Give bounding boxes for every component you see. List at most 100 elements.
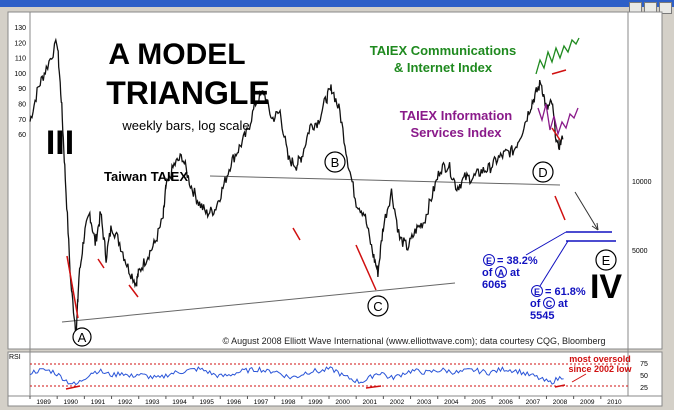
chart-title-2: TRIANGLE [106,75,270,111]
triangle-upper-line [209,175,561,186]
annotation-1-circle: E [486,256,492,266]
annotation-1-of: of [482,267,493,279]
wave-label-d-text: D [538,165,547,180]
annotation-1-circle2: A [498,268,505,278]
left-tick-130: 130 [14,25,26,32]
red-segment-wave-c [355,244,377,291]
wave-label-b: B [324,151,346,173]
inset-comm-line2: & Internet Index [394,60,493,75]
rsi-red-mark-2 [365,385,382,389]
oversold-note-1: most oversold [569,354,631,364]
x-tick-2000: 2000 [335,399,350,406]
x-tick-1996: 1996 [227,399,242,406]
x-tick-1998: 1998 [281,399,296,406]
inset-info-highlight [551,127,561,141]
inset-info-line2: Services Index [410,125,502,140]
right-tick-5000: 5000 [632,248,648,255]
annotation-2-of: of [530,298,541,310]
left-tick-60: 60 [18,132,26,139]
price-series-line [29,37,564,340]
left-axis-ticks: 130 120 110 100 90 80 70 60 [14,25,26,139]
projection-line [574,191,599,231]
chart-title: A MODEL [108,38,245,71]
left-tick-120: 120 [14,40,26,47]
rsi-label: RSI [9,354,21,361]
inset-comm-highlight [551,69,567,75]
annotation-2-circle: E [534,287,540,297]
wave-label-a-text: A [78,330,87,345]
wave-label-d: D [532,161,554,183]
series-label: Taiwan TAIEX [104,169,188,184]
left-tick-90: 90 [18,86,26,93]
x-axis-band [7,395,663,407]
pointer-line-2 [539,240,569,287]
wave-label-b-text: B [331,155,340,170]
close-button[interactable] [659,2,672,14]
x-tick-2002: 2002 [390,399,405,406]
x-tick-2003: 2003 [417,399,432,406]
x-tick-1995: 1995 [199,399,214,406]
x-tick-2006: 2006 [498,399,513,406]
x-tick-2007: 2007 [526,399,541,406]
annotation-2-value: 5545 [530,310,554,322]
left-tick-80: 80 [18,102,26,109]
right-axis-ticks: 10000 5000 [632,179,652,255]
wave-label-c-text: C [373,299,382,314]
x-tick-2001: 2001 [363,399,378,406]
rsi-axis-ticks: 75 50 25 [640,361,648,392]
annotation-1-eq: = 38.2% [497,255,538,267]
wave-label-a: A [72,327,92,347]
x-axis-ticks: 1989 1990 1991 1992 1993 1994 1995 1996 1997 1998… [29,396,622,406]
pointer-line-1 [525,231,567,256]
annotation-1-at: at [510,267,520,279]
inset-info-sparkline [537,103,579,137]
rsi-panel [7,351,663,397]
rsi-red-mark-3 [554,384,566,388]
right-tick-10000: 10000 [632,179,652,186]
annotation-2-eq: = 61.8% [545,286,586,298]
x-tick-1997: 1997 [254,399,269,406]
inset-comm-sparkline [535,37,580,75]
x-tick-1994: 1994 [172,399,187,406]
main-panel [7,11,663,350]
x-tick-1990: 1990 [64,399,79,406]
left-tick-100: 100 [14,71,26,78]
x-tick-1999: 1999 [308,399,323,406]
red-segment-3 [292,227,301,241]
x-tick-1993: 1993 [145,399,160,406]
oversold-note-2: since 2002 low [568,364,632,374]
rsi-tick-50: 50 [640,373,648,380]
rsi-series-line [29,366,564,386]
left-tick-110: 110 [15,56,26,63]
chart-subtitle: weekly bars, log scale [121,118,249,133]
wave-label-iv: IV [590,268,622,306]
x-tick-2009: 2009 [580,399,595,406]
wave-label-e-text: E [602,253,611,268]
rsi-red-mark-1 [65,385,81,390]
annotation-2-circle2: C [546,299,553,309]
rsi-red-marks [65,384,566,390]
x-tick-2008: 2008 [553,399,568,406]
annotation-1: E = 38.2% of A at 6065 [482,254,538,291]
projection-arrow-head [591,222,599,231]
triangle-lower-line [61,282,456,323]
x-tick-2010: 2010 [607,399,622,406]
x-tick-2005: 2005 [471,399,486,406]
wave-label-e: E [595,249,617,271]
x-tick-1991: 1991 [91,399,106,406]
red-segment-wave-e [554,195,566,221]
annotation-2-at: at [558,298,568,310]
left-tick-70: 70 [18,117,26,124]
oversold-arrow [571,373,587,383]
rsi-tick-25: 25 [640,385,648,392]
x-tick-2004: 2004 [444,399,459,406]
x-tick-1992: 1992 [118,399,133,406]
x-tick-1989: 1989 [36,399,51,406]
red-segment-2 [128,284,139,298]
inset-comm-line1: TAIEX Communications [370,43,516,58]
red-segment-wave-a [66,255,79,319]
annotation-2: E = 61.8% of C at 5545 [530,285,586,322]
rsi-tick-75: 75 [640,361,648,368]
